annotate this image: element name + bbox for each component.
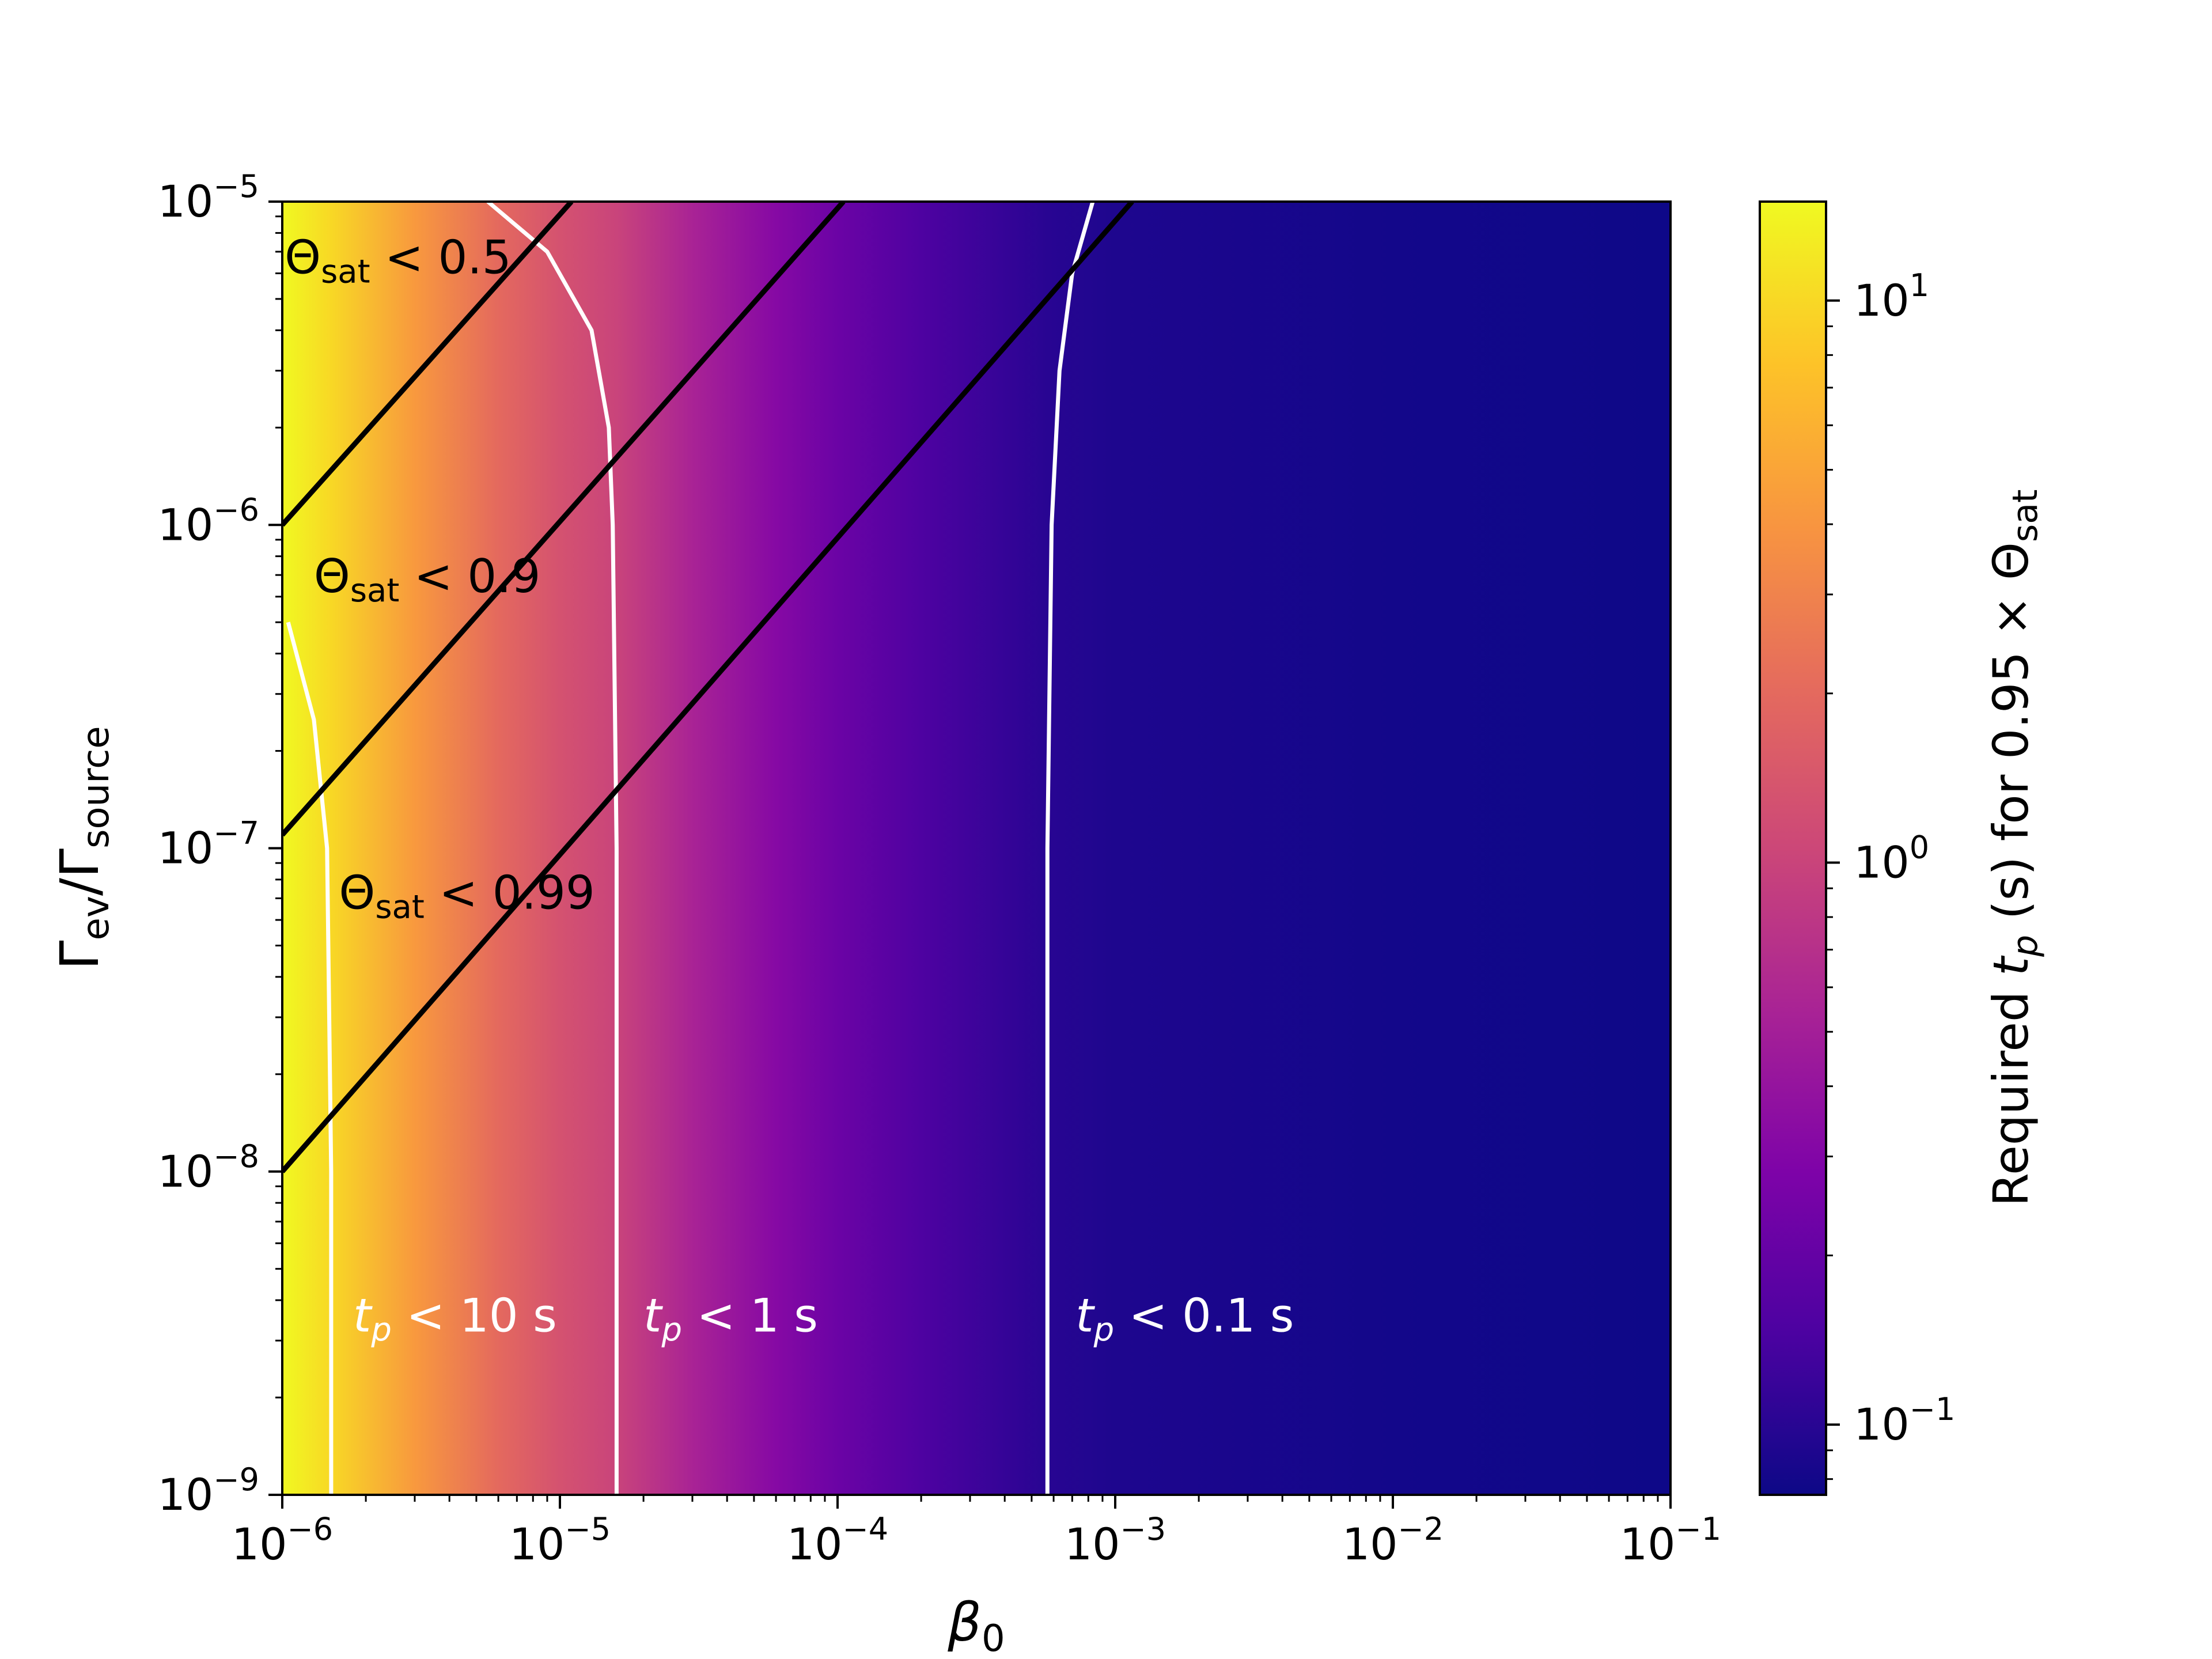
- colorbar-tick-label-0: 10−1: [1854, 1391, 1955, 1450]
- y-axis-label-part2: /Γ: [49, 849, 111, 896]
- theta-label-sub-1: sat: [350, 572, 399, 609]
- y-tick-base-1: 10: [158, 1146, 214, 1197]
- theta-label-main-1: Θ: [314, 550, 350, 603]
- x-tick-exp-2: −4: [843, 1511, 889, 1547]
- x-tick-exp-0: −6: [287, 1511, 334, 1547]
- theta-label-2: Θsat < 0.99: [339, 866, 594, 926]
- x-axis-ticks: 10−6 10−5 10−4 10−3 10−2 10−1: [232, 1495, 1721, 1570]
- y-tick-label-0: 10−9: [158, 1461, 259, 1520]
- y-axis-ticks: 10−910−810−710−610−5: [158, 168, 282, 1520]
- y-tick-base-0: 10: [158, 1469, 214, 1520]
- x-axis-label-main: β: [947, 1592, 982, 1653]
- colorbar-tick-base-0: 10: [1854, 1399, 1910, 1450]
- colorbar-label-var: t: [1983, 955, 2039, 976]
- y-tick-base-3: 10: [158, 499, 214, 550]
- colorbar-label-before: Required: [1983, 976, 2039, 1207]
- tp-contour-layer: [286, 202, 1095, 1495]
- tp-contour-line-2: [1045, 202, 1095, 1495]
- x-axis-label: β0: [947, 1592, 1005, 1659]
- x-tick-label-2: 10−4: [787, 1511, 888, 1570]
- x-tick-exp-3: −3: [1120, 1511, 1166, 1547]
- x-tick-base-0: 10: [232, 1518, 287, 1570]
- y-tick-label-3: 10−6: [158, 491, 259, 550]
- theta-label-0: Θsat < 0.5: [285, 231, 512, 291]
- colorbar-tick-exp-0: −1: [1910, 1391, 1956, 1427]
- colorbar-label-var-sub: p: [2005, 935, 2046, 957]
- y-axis-label-part1-sub: ev: [75, 896, 118, 940]
- colorbar-fill: [1760, 202, 1826, 1495]
- tp-label-sub-1: p: [661, 1311, 682, 1349]
- colorbar-tick-label-1: 100: [1854, 829, 1929, 888]
- tp-label-0: tp < 10 s: [353, 1289, 557, 1349]
- x-tick-label-0: 10−6: [232, 1511, 333, 1570]
- theta-label-rest-1: < 0.9: [399, 550, 540, 603]
- tp-label-rest-0: < 10 s: [392, 1289, 557, 1342]
- theta-label-rest-0: < 0.5: [370, 231, 512, 285]
- tp-label-sub-0: p: [370, 1311, 392, 1349]
- colorbar-label-middle: (s) for 0.95 × Θ: [1983, 542, 2039, 935]
- tp-label-var-1: t: [643, 1289, 663, 1342]
- theta-label-sub-0: sat: [321, 253, 370, 291]
- x-tick-base-5: 10: [1620, 1518, 1676, 1570]
- y-tick-exp-4: −5: [213, 168, 259, 204]
- x-tick-exp-4: −2: [1398, 1511, 1444, 1547]
- theta-line-0: [282, 202, 574, 527]
- x-tick-base-3: 10: [1065, 1518, 1120, 1570]
- theta-line-2: [282, 202, 1134, 1173]
- colorbar-tick-base-2: 10: [1854, 275, 1910, 326]
- theta-label-sub-2: sat: [375, 889, 424, 926]
- y-tick-exp-0: −9: [213, 1461, 259, 1498]
- y-tick-exp-3: −6: [213, 491, 259, 528]
- x-tick-base-2: 10: [787, 1518, 843, 1570]
- y-tick-label-2: 10−7: [158, 815, 259, 874]
- tp-label-var-0: t: [353, 1289, 373, 1342]
- x-tick-label-4: 10−2: [1342, 1511, 1444, 1570]
- y-axis-label-part2-sub: source: [75, 726, 118, 849]
- colorbar-tick-base-1: 10: [1854, 836, 1910, 888]
- tp-label-var-2: t: [1075, 1289, 1095, 1342]
- theta-line-layer: [282, 202, 1134, 1173]
- y-tick-base-4: 10: [158, 176, 214, 227]
- y-tick-exp-2: −7: [213, 815, 259, 851]
- x-tick-label-5: 10−1: [1620, 1511, 1721, 1570]
- y-tick-label-4: 10−5: [158, 168, 259, 227]
- colorbar-label: Required tp (s) for 0.95 × Θsat: [1983, 490, 2046, 1207]
- tp-label-1: tp < 1 s: [643, 1289, 818, 1349]
- colorbar-tick-exp-1: 0: [1910, 829, 1929, 865]
- y-tick-exp-1: −8: [213, 1138, 259, 1175]
- x-tick-exp-1: −5: [565, 1511, 611, 1547]
- y-axis-label-part1: Γ: [49, 940, 111, 969]
- tp-contour-line-1: [486, 202, 619, 1495]
- theta-label-main-0: Θ: [285, 231, 321, 285]
- colorbar-frame: [1759, 200, 1827, 1496]
- theta-label-1: Θsat < 0.9: [314, 550, 541, 609]
- theta-line-1: [282, 202, 846, 837]
- colorbar-tick-label-2: 101: [1854, 267, 1929, 326]
- colorbar-tick-exp-2: 1: [1910, 267, 1929, 304]
- tp-label-rest-2: < 0.1 s: [1114, 1289, 1294, 1342]
- x-axis-label-sub: 0: [982, 1618, 1005, 1659]
- y-tick-base-2: 10: [158, 823, 214, 874]
- y-axis-label: Γev/Γsource: [49, 726, 118, 969]
- tp-label-2: tp < 0.1 s: [1075, 1289, 1294, 1349]
- tp-label-sub-2: p: [1093, 1311, 1115, 1349]
- x-tick-label-1: 10−5: [509, 1511, 611, 1570]
- x-tick-base-4: 10: [1342, 1518, 1398, 1570]
- x-tick-label-3: 10−3: [1065, 1511, 1166, 1570]
- x-tick-base-1: 10: [509, 1518, 565, 1570]
- theta-label-rest-2: < 0.99: [425, 866, 595, 920]
- y-tick-label-1: 10−8: [158, 1138, 259, 1197]
- heatmap-field: [282, 202, 1671, 1495]
- theta-label-main-2: Θ: [339, 866, 375, 920]
- tp-label-rest-1: < 1 s: [682, 1289, 818, 1342]
- x-tick-exp-5: −1: [1676, 1511, 1722, 1547]
- tp-contour-line-0: [286, 622, 334, 1495]
- colorbar-label-end-sub: sat: [2005, 490, 2046, 543]
